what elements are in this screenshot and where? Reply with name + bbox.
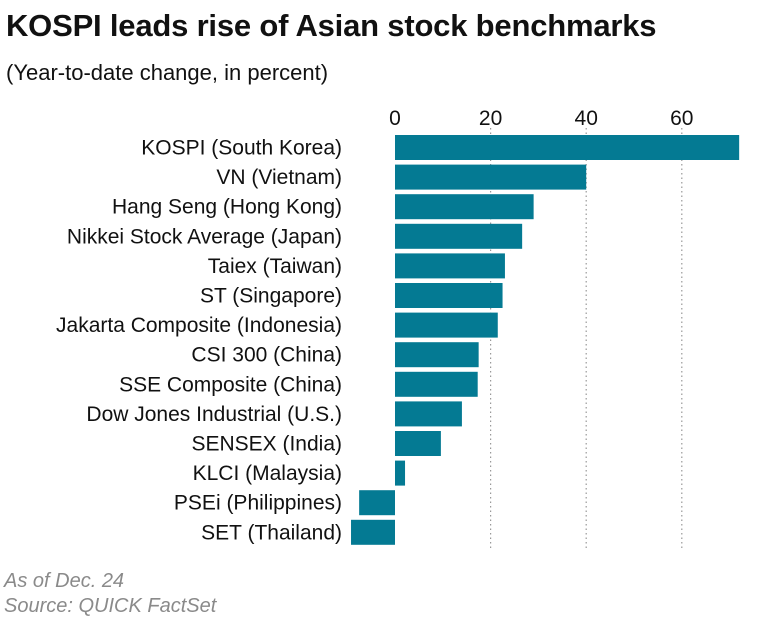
bar-5 xyxy=(395,283,503,308)
bar-1 xyxy=(395,164,587,190)
bar-0 xyxy=(395,135,740,160)
bar-10 xyxy=(395,431,441,456)
category-labels: KOSPI (South Korea) VN (Vietnam) Hang Seng… xyxy=(56,137,342,545)
category-label-7: CSI 300 (China) xyxy=(191,344,342,367)
bar-8 xyxy=(395,371,478,397)
chart-title: KOSPI leads rise of Asian stock benchmar… xyxy=(6,8,657,43)
bar-7 xyxy=(395,342,479,368)
category-label-5: ST (Singapore) xyxy=(200,285,342,308)
category-label-11: KLCI (Malaysia) xyxy=(193,462,342,485)
bar-2 xyxy=(395,194,534,220)
bar-4 xyxy=(395,253,505,279)
tick-label-40: 40 xyxy=(575,107,598,130)
category-label-10: SENSEX (India) xyxy=(191,433,342,456)
category-label-1: VN (Vietnam) xyxy=(216,166,342,189)
bar-9 xyxy=(395,401,462,427)
bar-11 xyxy=(395,460,406,486)
tick-label-60: 60 xyxy=(670,107,693,130)
source-note: Source: QUICK FactSet xyxy=(4,595,217,617)
category-label-3: Nikkei Stock Average (Japan) xyxy=(67,225,342,248)
bar-chart: 0 20 40 60 KOSPI (South Korea) VN (Vietnam) H… xyxy=(56,107,740,548)
bars xyxy=(351,135,740,545)
category-label-12: PSEi (Philippines) xyxy=(174,492,342,515)
category-label-4: Taiex (Taiwan) xyxy=(208,255,342,278)
gridlines xyxy=(490,128,683,548)
category-label-0: KOSPI (South Korea) xyxy=(141,137,342,160)
bar-3 xyxy=(395,223,523,249)
category-label-2: Hang Seng (Hong Kong) xyxy=(112,196,342,219)
category-label-13: SET (Thailand) xyxy=(201,521,342,544)
tick-label-20: 20 xyxy=(479,107,502,130)
tick-label-0: 0 xyxy=(389,107,401,130)
as-of-note: As of Dec. 24 xyxy=(4,570,125,592)
category-label-6: Jakarta Composite (Indonesia) xyxy=(56,314,342,337)
category-label-9: Dow Jones Industrial (U.S.) xyxy=(86,403,342,426)
chart-subtitle: (Year-to-date change, in percent) xyxy=(6,60,329,85)
bar-13 xyxy=(351,519,395,545)
bar-6 xyxy=(395,312,498,338)
x-axis-ticks: 0 20 40 60 xyxy=(389,107,693,130)
category-label-8: SSE Composite (China) xyxy=(119,373,342,396)
bar-12 xyxy=(359,490,395,516)
